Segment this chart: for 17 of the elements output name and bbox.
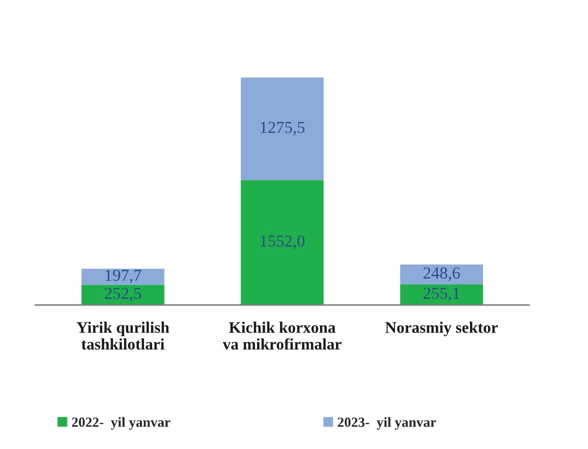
data-label: 197,7 [106,270,142,284]
data-label: 1552,0 [260,236,305,250]
bar [240,78,324,180]
x-tick-label: Norasmiy sektor [385,322,498,336]
data-label: 248,6 [424,267,460,282]
bar [400,264,483,284]
bar [81,268,164,285]
bar [81,284,164,305]
data-label: 252,5 [104,288,142,302]
x-tick-label: Yirik qurilish tashkilotlari [76,322,170,350]
x-tick-label: Kichik korxona va mikrofirmalar [222,322,342,350]
bar [240,180,324,305]
data-label: 1275,5 [260,122,305,136]
legend-label: 2023- yil yanvar [338,417,436,430]
bar [400,284,483,305]
legend-label: 2022- yil yanvar [72,417,170,430]
data-label: 255,1 [424,288,460,302]
